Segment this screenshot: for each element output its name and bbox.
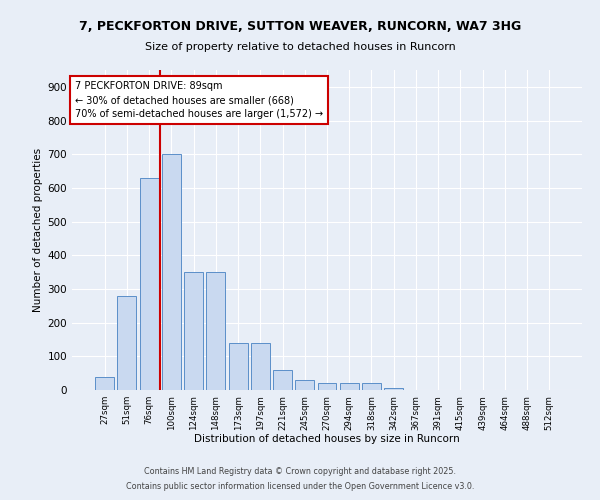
Bar bbox=[118, 296, 136, 390]
Bar bbox=[140, 178, 158, 390]
Bar bbox=[340, 384, 359, 390]
Bar bbox=[251, 343, 270, 390]
Bar bbox=[206, 272, 225, 390]
Text: Size of property relative to detached houses in Runcorn: Size of property relative to detached ho… bbox=[145, 42, 455, 52]
Bar bbox=[162, 154, 181, 390]
Bar bbox=[95, 376, 114, 390]
X-axis label: Distribution of detached houses by size in Runcorn: Distribution of detached houses by size … bbox=[194, 434, 460, 444]
Bar bbox=[273, 370, 292, 390]
Y-axis label: Number of detached properties: Number of detached properties bbox=[34, 148, 43, 312]
Bar bbox=[384, 388, 403, 390]
Bar bbox=[229, 343, 248, 390]
Bar bbox=[362, 384, 381, 390]
Bar bbox=[317, 384, 337, 390]
Bar bbox=[184, 272, 203, 390]
Text: 7 PECKFORTON DRIVE: 89sqm
← 30% of detached houses are smaller (668)
70% of semi: 7 PECKFORTON DRIVE: 89sqm ← 30% of detac… bbox=[74, 81, 323, 119]
Bar bbox=[295, 380, 314, 390]
Text: 7, PECKFORTON DRIVE, SUTTON WEAVER, RUNCORN, WA7 3HG: 7, PECKFORTON DRIVE, SUTTON WEAVER, RUNC… bbox=[79, 20, 521, 33]
Text: Contains public sector information licensed under the Open Government Licence v3: Contains public sector information licen… bbox=[126, 482, 474, 491]
Text: Contains HM Land Registry data © Crown copyright and database right 2025.: Contains HM Land Registry data © Crown c… bbox=[144, 467, 456, 476]
